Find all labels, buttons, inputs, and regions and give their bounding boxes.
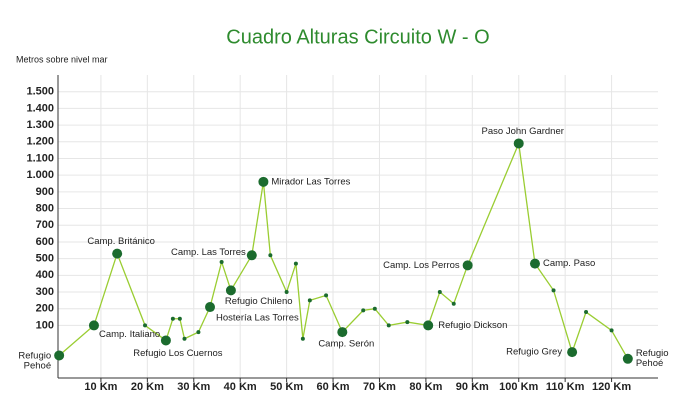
point-label: Refugio Pehoé [636, 347, 669, 368]
point [551, 288, 556, 293]
point-label: Camp. Los Perros [383, 260, 460, 271]
point-label: Camp. Británico [87, 236, 155, 247]
y-tick-label: 1.400 [26, 102, 54, 114]
point [177, 316, 182, 321]
x-tick-label: 90 Km [456, 381, 489, 393]
point [451, 301, 456, 306]
y-tick-label: 600 [36, 236, 54, 248]
x-tick-label: 70 Km [363, 381, 396, 393]
point [307, 298, 312, 303]
y-tick-label: 200 [36, 303, 54, 315]
point [529, 258, 540, 269]
point-label: Camp. Las Torres [171, 247, 246, 258]
y-tick-label: 400 [36, 269, 54, 281]
point [609, 328, 614, 333]
point [361, 308, 366, 313]
point-label: Hostería Las Torres [216, 313, 299, 324]
y-tick-label: 1.000 [26, 169, 54, 181]
point-label: Camp. Paso [543, 258, 595, 269]
point-label: Refugio Los Cuernos [133, 348, 222, 359]
chart-title: Cuadro Alturas Circuito W - O [226, 26, 489, 48]
x-tick-label: 40 Km [224, 381, 257, 393]
point [622, 353, 633, 364]
point [462, 260, 473, 271]
y-tick-label: 1.500 [26, 86, 54, 98]
x-tick-label: 30 Km [177, 381, 210, 393]
point [258, 176, 269, 187]
point [268, 253, 273, 258]
y-tick-label: 500 [36, 253, 54, 265]
y-tick-label: 1.200 [26, 136, 54, 148]
point-label: Paso John Gardner [482, 126, 564, 137]
x-tick-label: 100 Km [499, 381, 538, 393]
x-tick-label: 110 Km [546, 381, 585, 393]
point [143, 323, 148, 328]
point [160, 335, 171, 346]
point [324, 293, 329, 298]
x-tick-label: 50 Km [270, 381, 303, 393]
y-tick-label: 1.300 [26, 119, 54, 131]
point-label: Refugio Pehoé [18, 350, 51, 371]
point [170, 316, 175, 321]
x-tick-label: 120 Km [592, 381, 631, 393]
x-tick-label: 80 Km [409, 381, 442, 393]
point [182, 336, 187, 341]
point [567, 347, 578, 358]
point [405, 320, 410, 325]
point [219, 259, 224, 264]
point [196, 330, 201, 335]
point [513, 138, 524, 149]
x-tick-label: 20 Km [131, 381, 164, 393]
point-label: Camp. Italiano [99, 329, 160, 340]
point-label: Camp. Serón [318, 339, 374, 350]
point-label: Refugio Grey [506, 347, 562, 358]
y-tick-label: 800 [36, 202, 54, 214]
point [88, 320, 99, 331]
x-tick-label: 10 Km [84, 381, 117, 393]
y-tick-label: 900 [36, 186, 54, 198]
point [205, 302, 216, 313]
point [386, 323, 391, 328]
point [300, 336, 305, 341]
point [337, 327, 348, 338]
point-label: Mirador Las Torres [271, 176, 350, 187]
point [284, 290, 289, 295]
point [54, 350, 65, 361]
x-tick-label: 60 Km [317, 381, 350, 393]
point [423, 320, 434, 331]
y-axis-label: Metros sobre nivel mar [16, 54, 108, 64]
y-tick-label: 300 [36, 286, 54, 298]
y-tick-label: 100 [36, 319, 54, 331]
point-label: Refugio Chileno [225, 296, 293, 307]
point [112, 248, 123, 259]
y-tick-label: 1.100 [26, 152, 54, 164]
y-tick-label: 700 [36, 219, 54, 231]
point-label: Refugio Dickson [438, 320, 507, 331]
point [225, 285, 236, 296]
point [372, 306, 377, 311]
point [437, 290, 442, 295]
point [246, 250, 257, 261]
point [584, 310, 589, 315]
point [293, 261, 298, 266]
